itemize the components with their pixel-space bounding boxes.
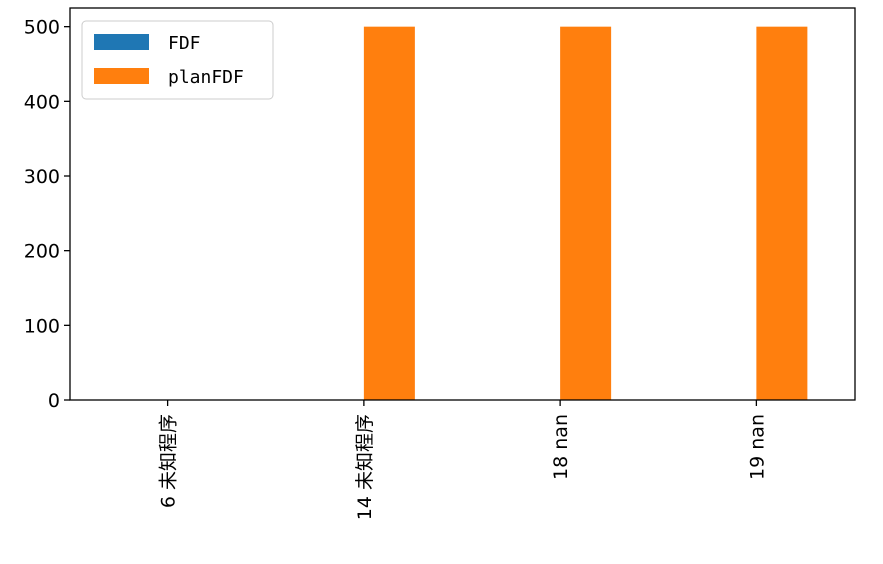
y-axis: 0 100 200 300 400 500 <box>24 17 70 412</box>
y-tick-label: 500 <box>24 17 60 39</box>
legend: FDF planFDF <box>81 20 274 100</box>
y-tick-label: 200 <box>24 241 60 263</box>
y-tick-label: 100 <box>24 315 60 337</box>
y-tick-label: 0 <box>48 390 60 412</box>
y-tick-label: 400 <box>24 91 60 113</box>
x-axis: 6 未知程序 14 未知程序 18 nan 19 nan <box>158 400 768 520</box>
y-tick-label: 300 <box>24 166 60 188</box>
legend-label-FDF: FDF <box>168 33 201 54</box>
legend-label-planFDF: planFDF <box>168 67 244 88</box>
x-tick-label: 18 nan <box>550 414 572 480</box>
plot-frame <box>69 7 856 401</box>
bar-planFDF-2 <box>560 26 612 401</box>
bars-layer <box>363 26 808 401</box>
x-tick-label: 19 nan <box>746 414 768 480</box>
legend-swatch-planFDF <box>94 68 149 84</box>
bar-planFDF-1 <box>363 26 415 401</box>
x-tick-label: 14 未知程序 <box>354 414 376 520</box>
x-tick-label: 6 未知程序 <box>158 414 180 508</box>
legend-swatch-FDF <box>94 34 149 50</box>
bar-planFDF-3 <box>756 26 808 401</box>
